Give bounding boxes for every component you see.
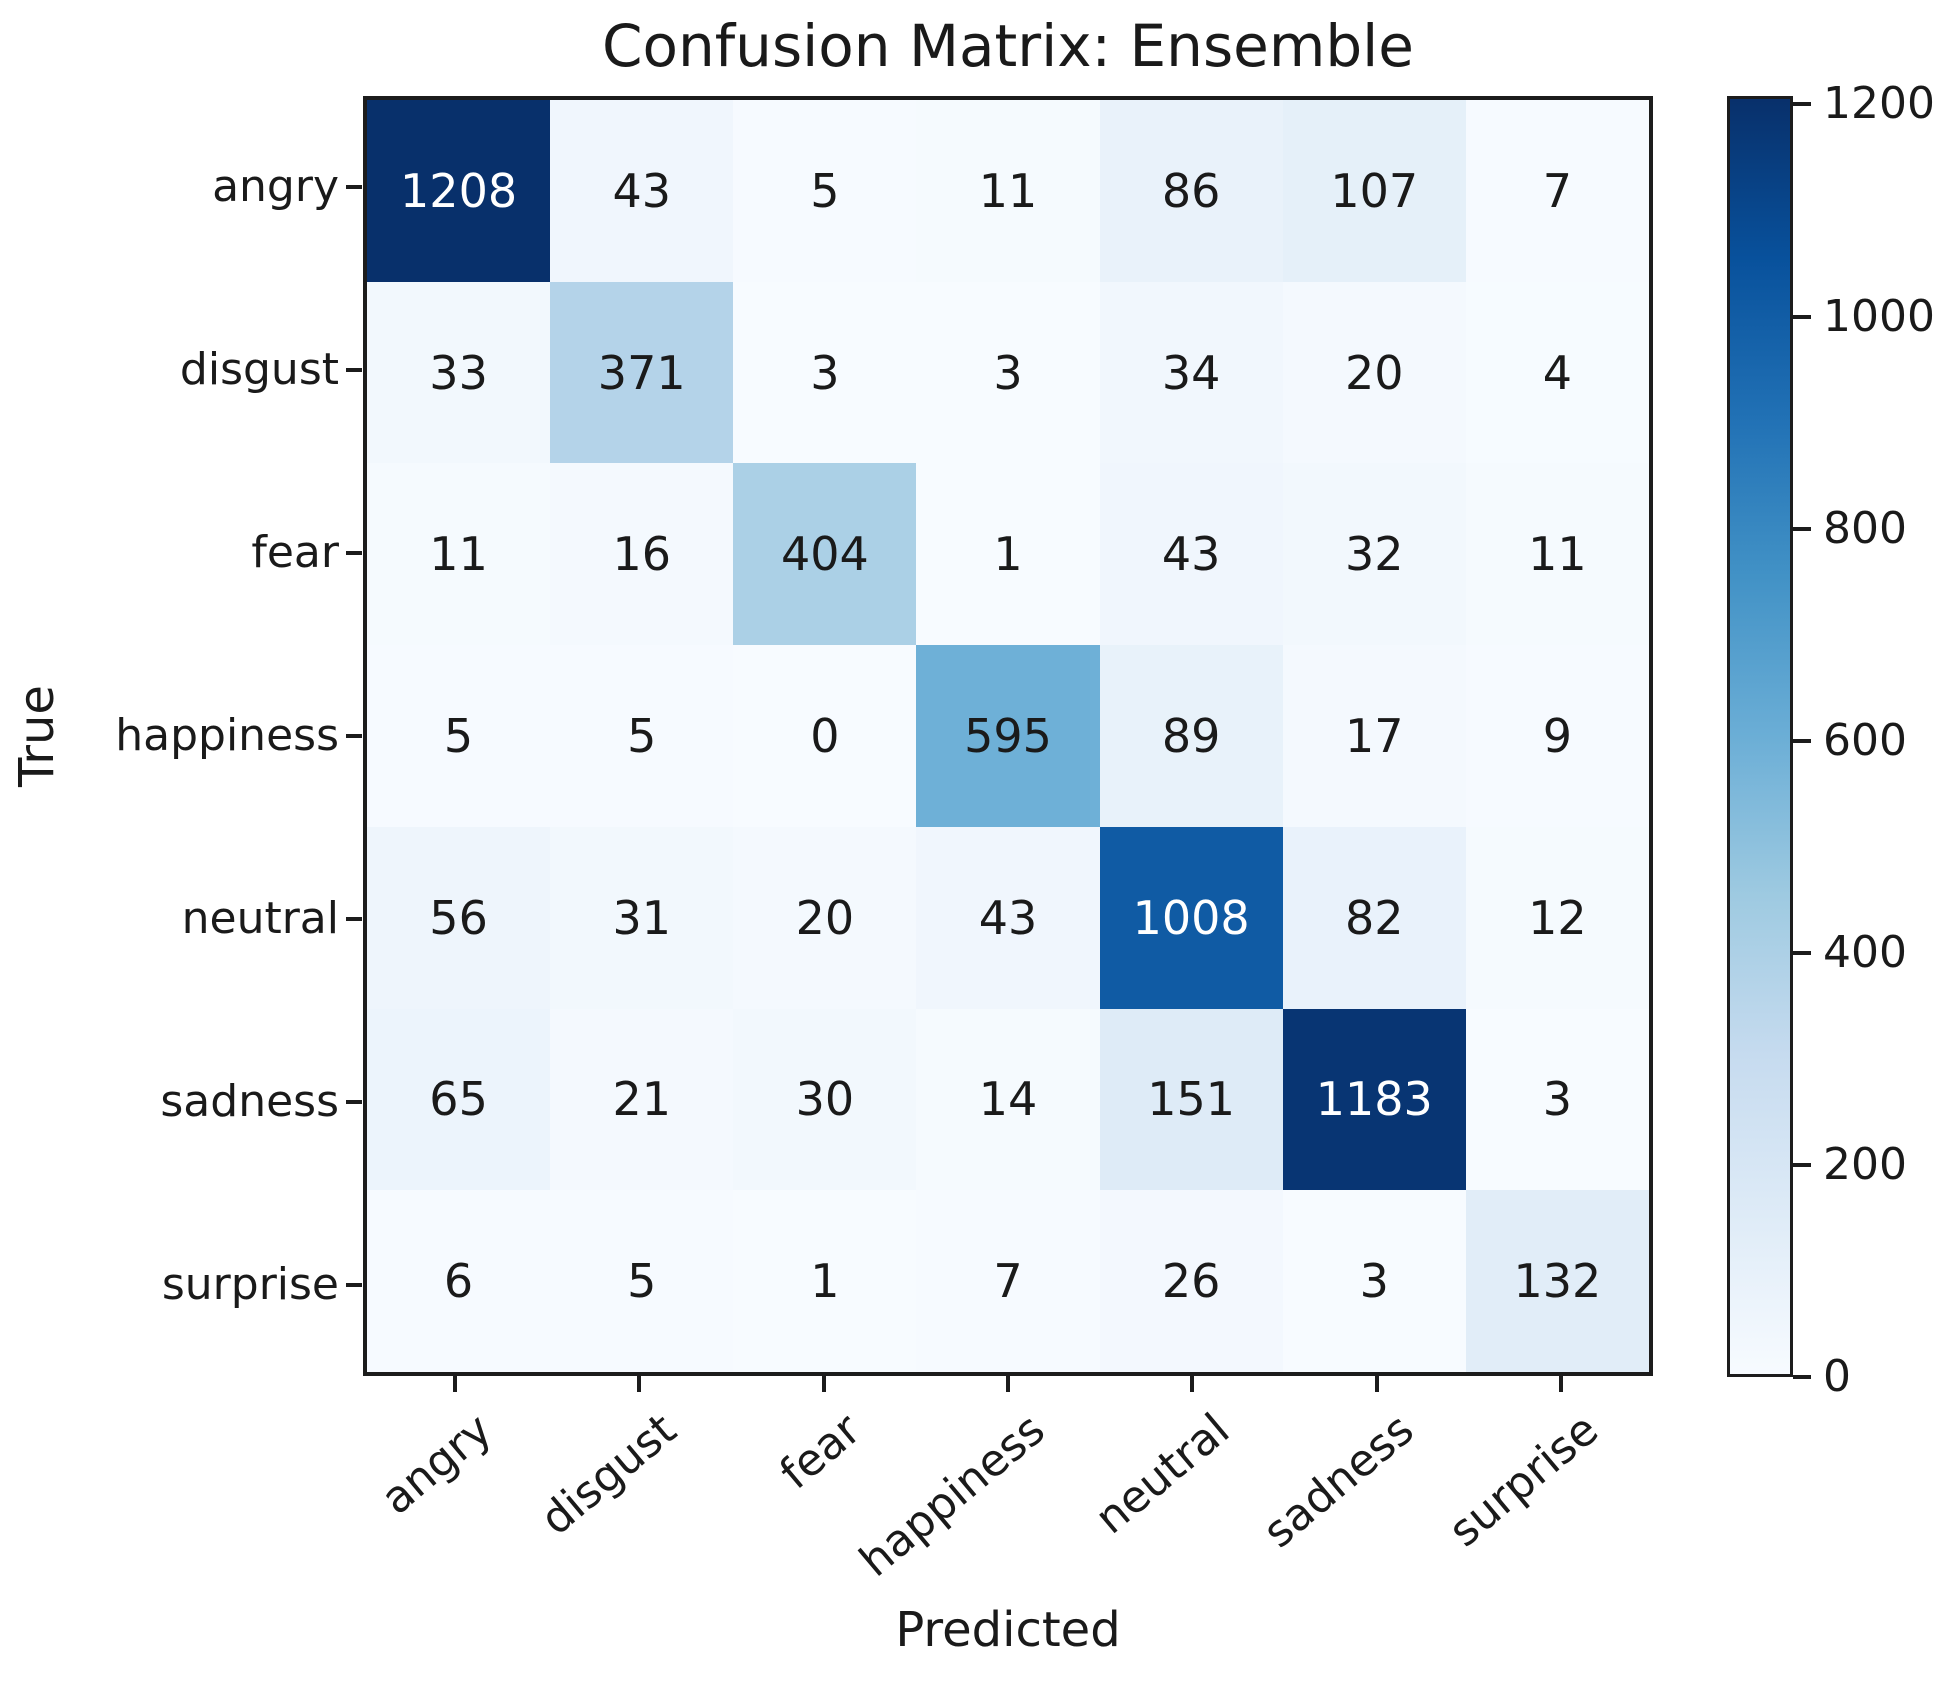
matrix-cell: 34 [1099,281,1283,464]
x-axis-tick-mark [453,1376,458,1392]
matrix-cell: 65 [367,1008,551,1191]
chart-title: Confusion Matrix: Ensemble [602,12,1414,80]
matrix-cell: 20 [733,826,917,1009]
matrix-cell: 89 [1099,645,1283,827]
matrix-cell: 151 [1099,1008,1283,1191]
matrix-cell: 1 [733,1190,917,1372]
matrix-cell: 21 [550,1008,734,1191]
matrix-cell: 82 [1282,826,1466,1009]
matrix-cell: 5 [367,645,551,827]
matrix-cell: 31 [550,826,734,1009]
matrix-cell: 56 [367,826,551,1009]
y-axis-tick-mark [346,368,362,373]
matrix-cell: 43 [1099,463,1283,646]
colorbar-tick-mark [1793,314,1811,319]
colorbar-tick-label: 1000 [1823,290,1935,342]
matrix-cell: 1 [916,463,1100,646]
matrix-cell: 86 [1099,100,1283,282]
matrix-cell: 595 [916,645,1100,827]
colorbar-tick-mark [1793,1162,1811,1167]
matrix-cell: 404 [733,463,917,646]
matrix-cell: 6 [367,1190,551,1372]
y-axis-tick-label: surprise [161,1258,339,1310]
matrix-cell: 1208 [367,100,551,282]
matrix-cell: 14 [916,1008,1100,1191]
x-axis-tick-mark [1374,1376,1379,1392]
matrix-cell: 33 [367,281,551,464]
colorbar-tick-label: 1200 [1823,78,1935,130]
matrix-cell: 0 [733,645,917,827]
x-axis-tick-label: neutral [1085,1404,1240,1545]
matrix-cell: 30 [733,1008,917,1191]
matrix-cell: 4 [1465,281,1649,464]
x-axis-tick-mark [821,1376,826,1392]
matrix-cell: 26 [1099,1190,1283,1372]
colorbar-tick-mark [1793,102,1811,107]
x-axis-tick-label: angry [371,1404,502,1525]
matrix-cell: 132 [1465,1190,1649,1372]
matrix-cell: 5 [550,1190,734,1372]
y-axis-tick-label: happiness [115,710,339,761]
colorbar-tick-mark [1793,950,1811,955]
matrix-cell: 3 [916,281,1100,464]
matrix-cell: 43 [916,826,1100,1009]
y-axis-tick-mark [346,185,362,190]
x-axis-tick-label: sadness [1253,1404,1424,1558]
y-axis-tick-label: fear [251,527,339,579]
colorbar-tick-label: 200 [1823,1138,1907,1190]
matrix-cell: 3 [733,281,917,464]
matrix-cell: 107 [1282,100,1466,282]
heatmap-plot-area: 1208 43 5 11 86 107 7 33 371 3 3 34 20 4 11 16 404 1 43 32 1… [363,96,1653,1376]
matrix-cell: 1183 [1282,1008,1466,1191]
y-axis-tick-label: sadness [160,1075,339,1127]
matrix-cell: 3 [1282,1190,1466,1372]
matrix-cell: 43 [550,100,734,282]
y-axis-tick-label: disgust [179,344,339,396]
colorbar-tick-label: 600 [1823,714,1907,766]
y-axis-tick-mark [346,1282,362,1287]
y-axis-tick-mark [346,551,362,556]
matrix-cell: 5 [733,100,917,282]
x-axis-tick-label: surprise [1439,1404,1608,1557]
x-axis-tick-label: fear [770,1404,871,1500]
matrix-cell: 7 [1465,100,1649,282]
matrix-cell: 20 [1282,281,1466,464]
colorbar-tick-label: 800 [1823,502,1907,554]
matrix-cell: 9 [1465,645,1649,827]
y-axis-tick-label: angry [212,161,339,213]
matrix-cell: 12 [1465,826,1649,1009]
heatmap-grid: 1208 43 5 11 86 107 7 33 371 3 3 34 20 4 11 16 404 1 43 32 1… [367,100,1649,1372]
matrix-cell: 32 [1282,463,1466,646]
x-axis-tick-label: disgust [531,1404,687,1546]
matrix-cell: 3 [1465,1008,1649,1191]
x-axis-title: Predicted [895,1602,1121,1658]
matrix-cell: 5 [550,645,734,827]
matrix-cell: 7 [916,1190,1100,1372]
x-axis-tick-mark [1558,1376,1563,1392]
colorbar-tick-mark [1793,738,1811,743]
x-axis-tick-mark [1190,1376,1195,1392]
y-axis-title: True [9,685,65,787]
colorbar-tick-mark [1793,1375,1811,1379]
colorbar [1727,96,1793,1377]
matrix-cell: 1008 [1099,826,1283,1009]
colorbar-tick-label: 0 [1823,1351,1851,1402]
x-axis-tick-mark [637,1376,642,1392]
y-axis-tick-mark [346,916,362,921]
colorbar-tick-mark [1793,526,1811,531]
matrix-cell: 17 [1282,645,1466,827]
x-axis-tick-mark [1006,1376,1010,1392]
y-axis-tick-mark [346,1099,362,1104]
matrix-cell: 371 [550,281,734,464]
y-axis-tick-label: neutral [181,892,339,944]
matrix-cell: 11 [1465,463,1649,646]
colorbar-tick-label: 400 [1823,926,1907,978]
x-axis-tick-label: happiness [850,1404,1055,1587]
y-axis-tick-mark [346,734,362,738]
matrix-cell: 11 [916,100,1100,282]
matrix-cell: 16 [550,463,734,646]
matrix-cell: 11 [367,463,551,646]
